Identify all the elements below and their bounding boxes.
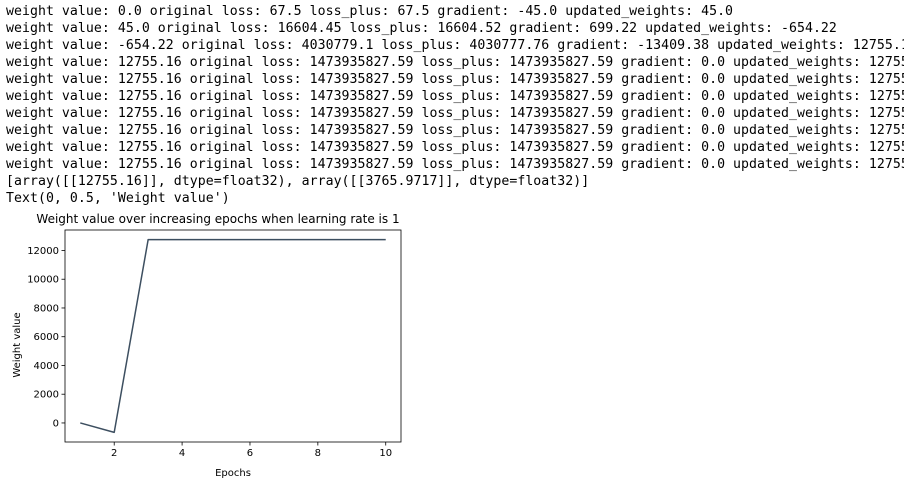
output-line: weight value: 12755.16 original loss: 14…: [6, 139, 902, 156]
y-tick-label: 0: [53, 418, 59, 429]
chart-title: Weight value over increasing epochs when…: [36, 212, 399, 226]
y-tick-label: 12000: [27, 246, 59, 257]
output-line: weight value: -654.22 original loss: 403…: [6, 37, 902, 54]
x-tick-label: 6: [247, 448, 253, 459]
output-line-text-repr: Text(0, 0.5, 'Weight value'): [6, 190, 902, 207]
y-tick-label: 10000: [27, 275, 59, 286]
y-axis-label: Weight value: [12, 312, 23, 377]
output-line: weight value: 12755.16 original loss: 14…: [6, 105, 902, 122]
cell-output: weight value: 0.0 original loss: 67.5 lo…: [6, 3, 902, 207]
output-line: weight value: 12755.16 original loss: 14…: [6, 156, 902, 173]
output-line: weight value: 0.0 original loss: 67.5 lo…: [6, 3, 902, 20]
output-line: weight value: 45.0 original loss: 16604.…: [6, 20, 902, 37]
plot-area: 2 4 6 8 10 0 2000 4000 6000 8000 10000 12000: [27, 230, 401, 459]
output-line: weight value: 12755.16 original loss: 14…: [6, 88, 902, 105]
x-tick-label: 2: [111, 448, 117, 459]
output-line: weight value: 12755.16 original loss: 14…: [6, 71, 902, 88]
y-tick-label: 2000: [34, 390, 59, 401]
x-tick-label: 10: [379, 448, 392, 459]
x-tick-label: 4: [179, 448, 185, 459]
y-tick-label: 4000: [34, 361, 59, 372]
x-axis-label: Epochs: [215, 468, 251, 479]
plot-frame: [65, 230, 401, 442]
x-tick-label: 8: [315, 448, 321, 459]
output-line-return-value: [array([[12755.16]], dtype=float32), arr…: [6, 173, 902, 190]
output-line: weight value: 12755.16 original loss: 14…: [6, 122, 902, 139]
weight-line-chart: Weight value over increasing epochs when…: [0, 208, 420, 482]
y-tick-label: 6000: [34, 332, 59, 343]
y-tick-label: 8000: [34, 303, 59, 314]
output-line: weight value: 12755.16 original loss: 14…: [6, 54, 902, 71]
series-line: [80, 240, 385, 433]
